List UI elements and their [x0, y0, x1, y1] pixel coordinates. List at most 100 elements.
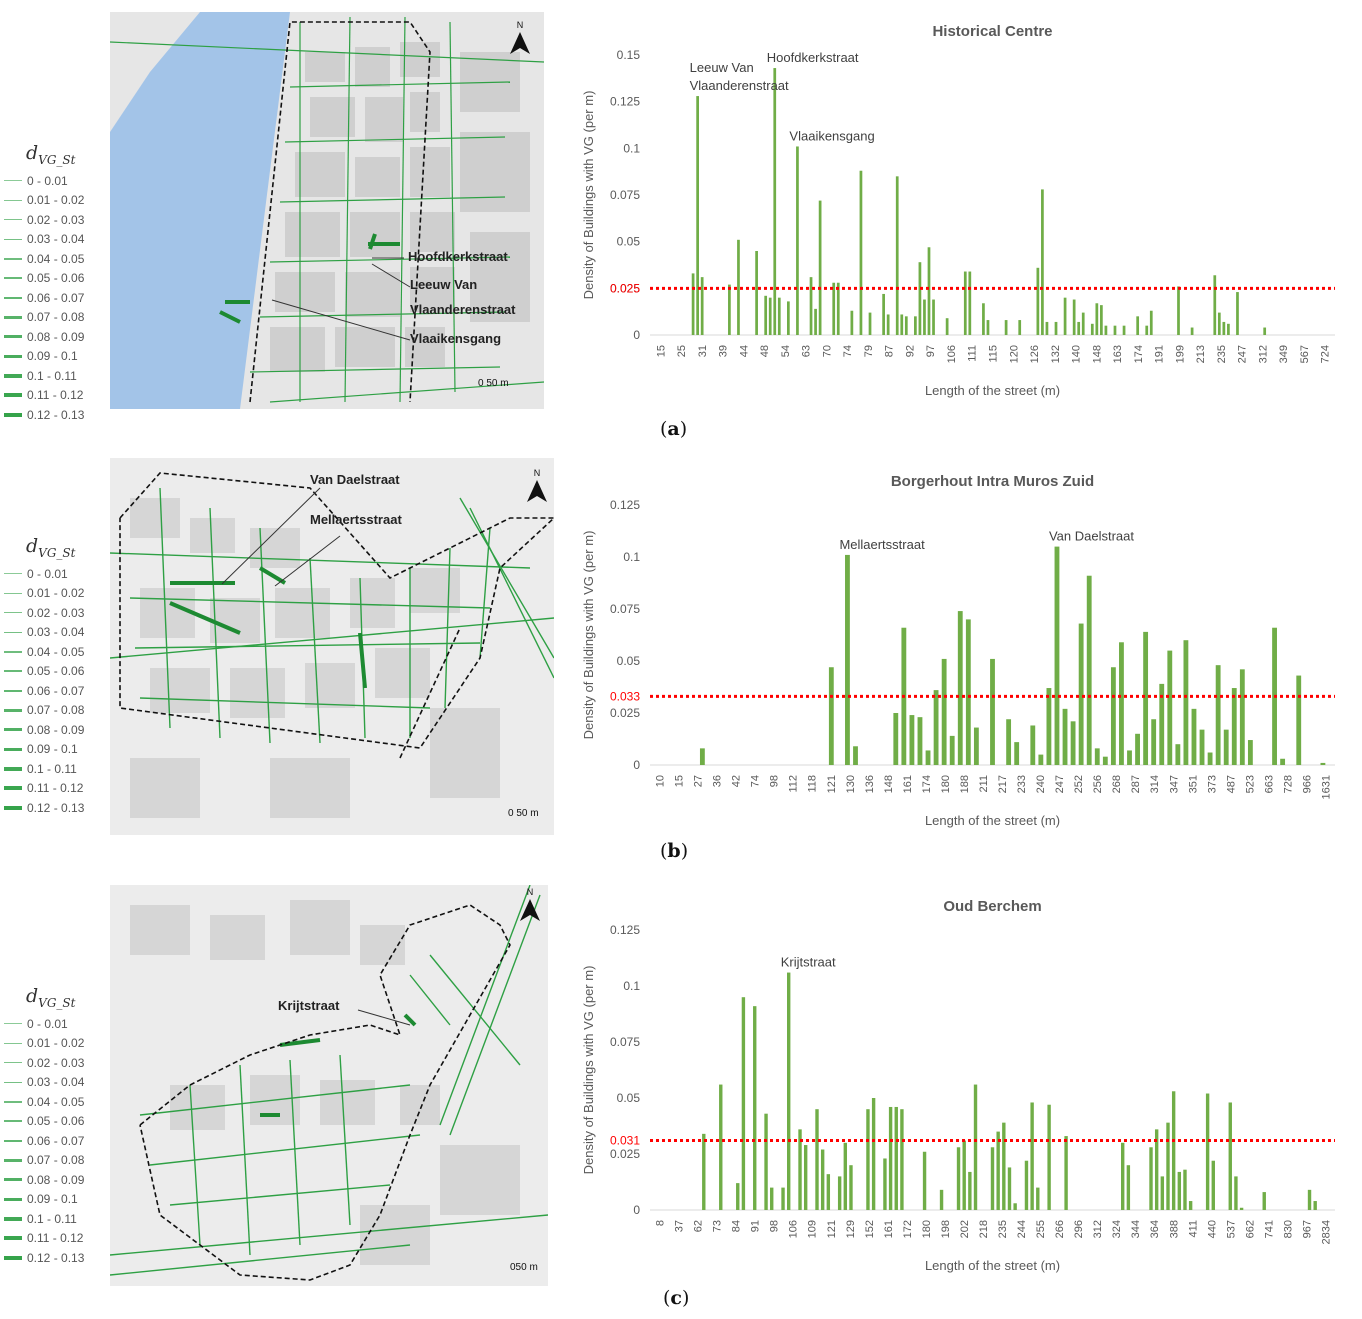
legend-item: 0.02 - 0.03	[4, 1053, 108, 1073]
legend-line-swatch	[4, 199, 22, 201]
legend-line-swatch	[4, 180, 22, 182]
legend-item: 0.04 - 0.05	[4, 642, 108, 662]
x-tick-label: 161	[902, 775, 914, 793]
legend-line-swatch	[4, 373, 22, 378]
bar	[1030, 1102, 1034, 1210]
annotation-label: Leeuw Van	[690, 60, 754, 75]
y-tick-label: 0.075	[610, 1035, 640, 1049]
district-boundary	[139, 904, 511, 1281]
x-tick-label: 73	[712, 1220, 724, 1232]
x-tick-label: 163	[1112, 345, 1124, 363]
x-tick-label: 180	[921, 1220, 933, 1238]
legend-item-label: 0.04 - 0.05	[27, 1094, 85, 1109]
bar	[1223, 729, 1229, 765]
bar	[1191, 708, 1197, 765]
bar	[900, 314, 904, 335]
legend-item-label: 0.12 - 0.13	[27, 407, 85, 422]
x-tick-label: 37	[674, 1220, 686, 1232]
y-axis-label: Density of Buildings with VG (per m)	[581, 966, 596, 1175]
y-tick-label: 0.025	[610, 706, 640, 720]
y-tick-label: 0.05	[617, 1091, 641, 1105]
x-tick-label: 118	[807, 775, 819, 793]
bar	[696, 96, 699, 335]
threshold-label: 0.033	[610, 689, 640, 703]
bar	[1149, 1147, 1153, 1210]
bar	[941, 658, 947, 765]
legend-item-label: 0.03 - 0.04	[27, 1075, 85, 1090]
legend-b: dVG_St 0 - 0.01 0.01 - 0.02 0.02 - 0.03 0.0…	[4, 535, 108, 817]
scale-bar-label: 0 50 m	[508, 808, 539, 819]
x-tick-label: 487	[1225, 775, 1237, 793]
bar	[1072, 299, 1076, 335]
bar	[1122, 325, 1126, 335]
north-label: N	[527, 887, 534, 897]
bar	[828, 667, 834, 765]
bar	[956, 1147, 961, 1210]
bar	[917, 717, 923, 765]
bar	[996, 1131, 1000, 1210]
x-tick-label: 84	[731, 1220, 743, 1232]
legend-item-label: 0.11 - 0.12	[27, 388, 84, 403]
x-tick-label: 663	[1263, 775, 1275, 793]
x-tick-label: 152	[864, 1220, 876, 1238]
bar	[925, 750, 931, 765]
legend-item-label: 0.09 - 0.1	[27, 349, 78, 364]
legend-item: 0.07 - 0.08	[4, 700, 108, 720]
x-tick-label: 112	[788, 775, 800, 793]
legend-item-label: 0.09 - 0.1	[27, 1192, 78, 1207]
legend-item: 0.04 - 0.05	[4, 1092, 108, 1112]
x-tick-label: 180	[940, 775, 952, 793]
chart-historical-centre: Historical Centre 0 0.025 0.05 0.075 0.1 0.125…	[575, 10, 1355, 415]
x-tick-label: 247	[1237, 345, 1249, 363]
legend-item-label: 0.01 - 0.02	[27, 1036, 85, 1051]
bar	[1007, 1167, 1012, 1210]
y-tick-label: 0	[633, 328, 640, 342]
chart-title: Historical Centre	[932, 23, 1052, 40]
x-tick-label: 1631	[1320, 775, 1332, 799]
x-tick-label: 256	[1092, 775, 1104, 793]
x-tick-label: 344	[1130, 1220, 1142, 1238]
x-tick-label: 97	[925, 345, 937, 357]
bar	[719, 1084, 723, 1210]
bar	[814, 308, 817, 335]
map-label-leeuw-1: Leeuw Van	[410, 277, 477, 292]
bar	[1171, 1091, 1176, 1210]
x-tick-label: 266	[1054, 1220, 1066, 1238]
legend-line-swatch	[4, 1042, 22, 1044]
bar	[1160, 1176, 1165, 1210]
bar	[962, 1140, 966, 1210]
bar	[963, 271, 967, 335]
x-tick-label: 115	[988, 345, 1000, 363]
bar	[1228, 1102, 1232, 1210]
legend-item: 0.07 - 0.08	[4, 1150, 108, 1170]
x-tick-label: 233	[1016, 775, 1028, 793]
bar	[922, 1151, 927, 1210]
bar	[1183, 640, 1189, 765]
legend-item: 0.05 - 0.06	[4, 661, 108, 681]
x-tick-label: 567	[1299, 345, 1311, 363]
y-axis-label: Density of Buildings with VG (per m)	[581, 91, 596, 300]
bar	[1047, 1104, 1051, 1210]
x-tick-label: 252	[1073, 775, 1085, 793]
legend-item-label: 0.07 - 0.08	[27, 310, 85, 325]
high-density-streets	[219, 233, 400, 324]
legend-item-label: 0.02 - 0.03	[27, 605, 85, 620]
bar	[1024, 1160, 1029, 1210]
x-tick-label: 440	[1206, 1220, 1218, 1238]
legend-item: 0.02 - 0.03	[4, 210, 108, 230]
y-tick-label: 0.05	[617, 654, 641, 668]
bar	[894, 1106, 898, 1210]
legend-item: 0.04 - 0.05	[4, 249, 108, 269]
bar	[1167, 650, 1173, 765]
bar	[768, 297, 772, 335]
bar	[843, 1142, 848, 1210]
bar	[1135, 733, 1140, 765]
x-tick-label: 373	[1206, 775, 1218, 793]
legend-line-swatch	[4, 766, 22, 771]
x-tick-label: 296	[1073, 1220, 1085, 1238]
legend-line-swatch	[4, 689, 22, 692]
x-tick-label: 202	[959, 1220, 971, 1238]
x-tick-label: 349	[1278, 345, 1290, 363]
y-tick-label: 0.125	[610, 923, 640, 937]
x-tick-label: 8	[655, 1220, 667, 1226]
